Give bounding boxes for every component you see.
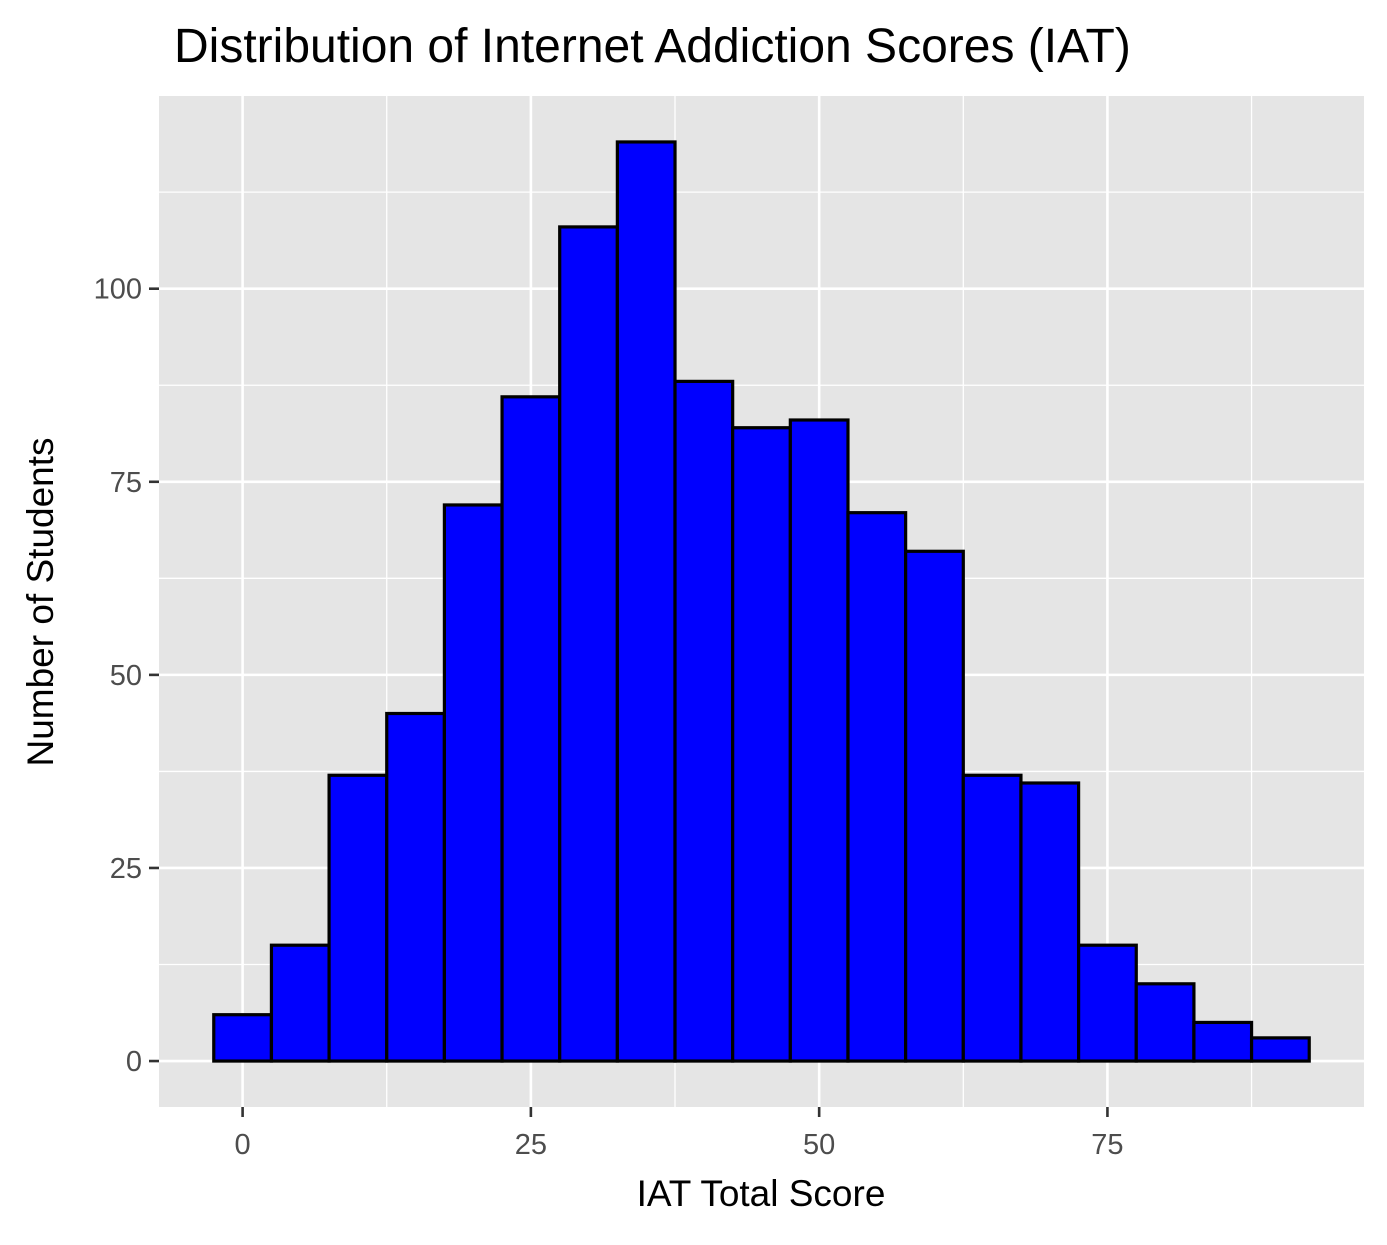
x-tick-label: 75: [1091, 1129, 1123, 1161]
y-tick-label: 100: [94, 274, 142, 306]
y-axis-title: Number of Students: [20, 437, 61, 766]
histogram-bar: [212, 1013, 274, 1063]
y-tick-label: 75: [110, 467, 142, 499]
x-axis: 0 25 50 75: [235, 1107, 1124, 1161]
histogram-bar: [500, 395, 562, 1063]
histogram-bar: [904, 549, 965, 1063]
histogram-bar: [558, 225, 619, 1063]
y-tick-label: 25: [110, 853, 142, 885]
histogram-bar: [1134, 982, 1196, 1063]
histogram-bar: [615, 140, 677, 1063]
histogram-bar: [1019, 781, 1081, 1063]
histogram-bar: [1192, 1020, 1254, 1063]
x-tick-label: 50: [803, 1129, 835, 1161]
x-tick-label: 0: [235, 1129, 251, 1161]
histogram-bar: [442, 503, 504, 1063]
x-axis-title: IAT Total Score: [637, 1173, 886, 1214]
histogram-bar: [673, 379, 735, 1063]
x-tick-label: 25: [515, 1129, 547, 1161]
histogram-bar: [788, 418, 850, 1063]
histogram-bar: [846, 511, 908, 1063]
chart-title: Distribution of Internet Addiction Score…: [174, 20, 1131, 73]
histogram-bar: [327, 773, 389, 1063]
y-tick-label: 0: [126, 1046, 142, 1078]
histogram-bar: [385, 711, 446, 1063]
y-axis: 0 25 50 75 100: [94, 274, 159, 1078]
histogram-bar: [1077, 943, 1138, 1063]
y-tick-label: 50: [110, 660, 142, 692]
histogram-bar: [1249, 1036, 1311, 1063]
histogram-bar: [269, 943, 331, 1063]
histogram-bars: [212, 140, 1311, 1063]
histogram-bar: [731, 426, 792, 1063]
histogram-bar: [961, 773, 1023, 1063]
